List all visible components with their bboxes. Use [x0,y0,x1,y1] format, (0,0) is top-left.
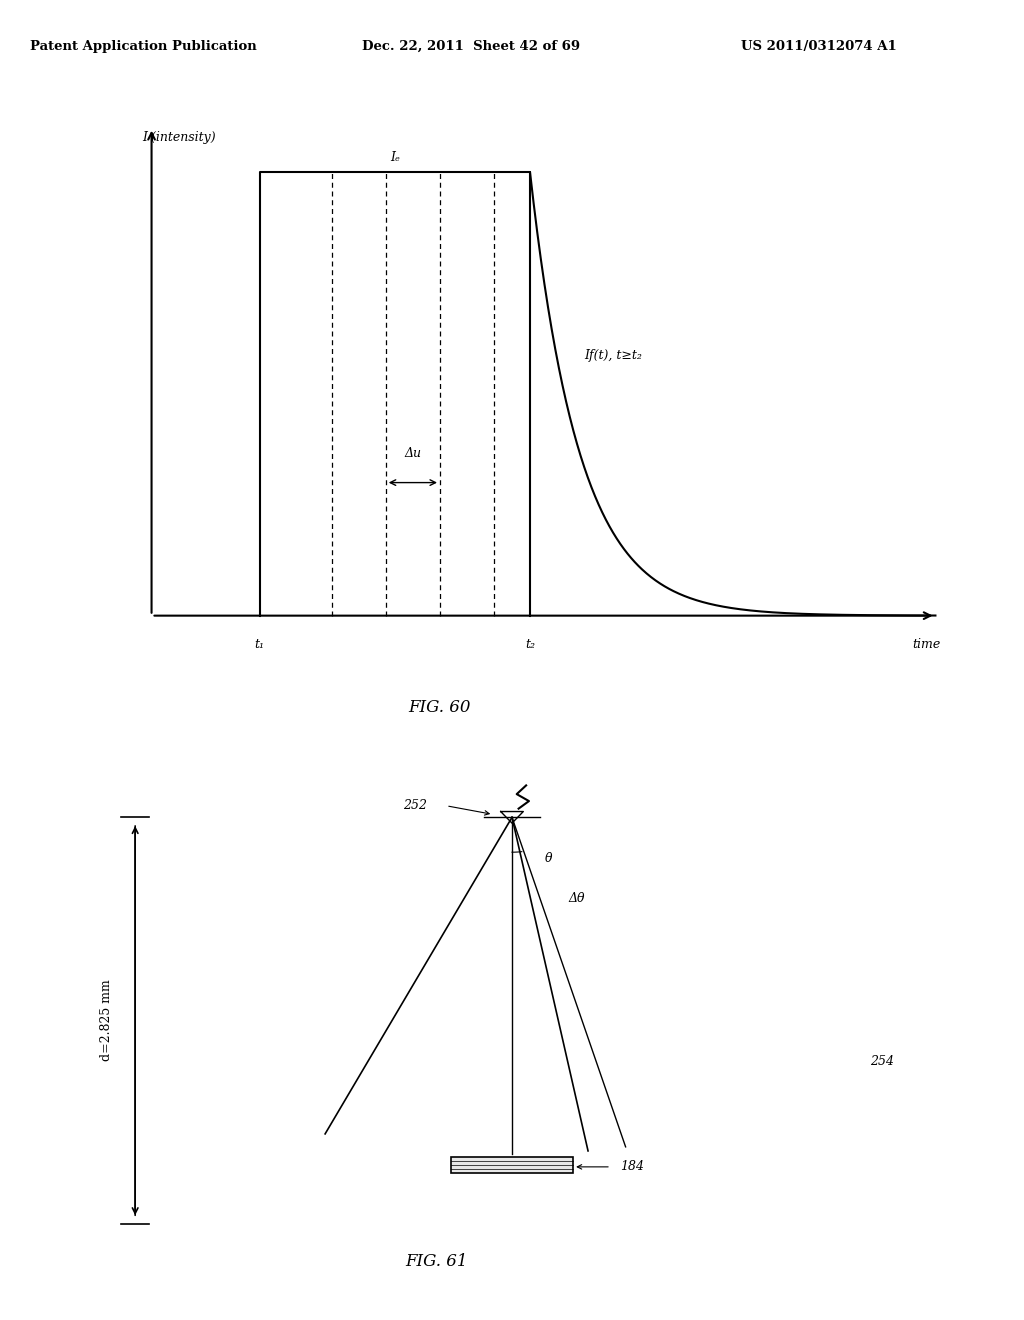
Text: FIG. 61: FIG. 61 [406,1254,468,1270]
Bar [451,1158,573,1173]
Text: 254: 254 [870,1055,894,1068]
Text: t₂: t₂ [525,638,535,651]
Text: time: time [912,638,941,651]
Text: Patent Application Publication: Patent Application Publication [30,40,257,53]
Text: Δθ: Δθ [568,892,585,906]
Text: θ: θ [545,851,553,865]
Text: If(t), t≥t₂: If(t), t≥t₂ [584,348,642,362]
Text: I (intensity): I (intensity) [142,132,216,144]
Text: US 2011/0312074 A1: US 2011/0312074 A1 [741,40,897,53]
Text: 184: 184 [621,1160,644,1173]
Text: 252: 252 [403,799,427,812]
Text: FIG. 60: FIG. 60 [409,698,471,715]
Text: Iₑ: Iₑ [390,150,399,164]
Text: Dec. 22, 2011  Sheet 42 of 69: Dec. 22, 2011 Sheet 42 of 69 [361,40,581,53]
Text: t₁: t₁ [255,638,264,651]
Text: d=2.825 mm: d=2.825 mm [100,979,114,1061]
Text: Δu: Δu [404,447,422,461]
